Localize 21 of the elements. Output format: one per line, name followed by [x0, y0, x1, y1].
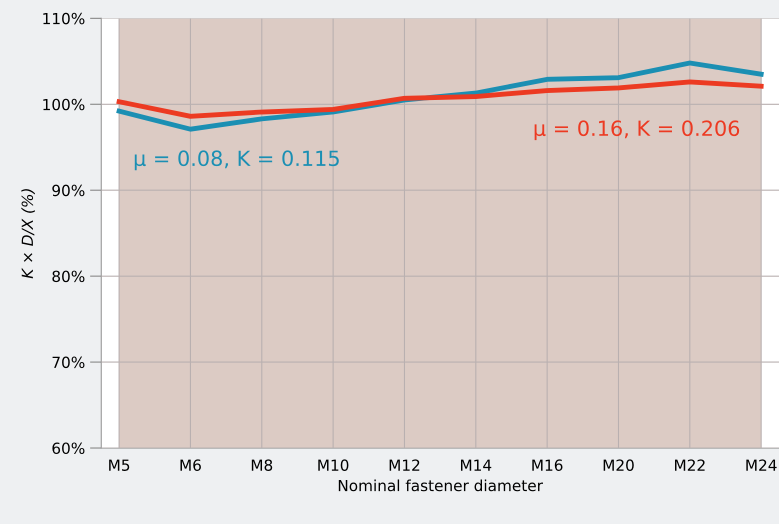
x-tick-label: M20 — [604, 459, 634, 471]
x-tick-label: M8 — [252, 459, 272, 471]
y-tick-label: 70% — [52, 356, 84, 368]
x-tick-label: M14 — [460, 460, 492, 471]
x-tick-label: M22 — [675, 459, 705, 471]
line-series — [116, 80, 764, 119]
y-tick-label: 90% — [52, 184, 84, 196]
annotation: μ = 0.08, K = 0.115 — [134, 150, 339, 170]
y-tick-label: 60% — [52, 442, 84, 454]
y-axis-title: K × D/X (%) — [21, 189, 35, 278]
x-tick-label: M24 — [746, 459, 777, 471]
annotation: μ = 0.16, K = 0.206 — [534, 120, 740, 140]
y-tick-label: 110% — [43, 12, 84, 24]
x-tick-label: M16 — [532, 459, 562, 471]
x-tick-label: M10 — [318, 459, 348, 471]
y-tick-label: 100% — [43, 98, 84, 110]
x-axis-title: Nominal fastener diameter — [338, 479, 543, 492]
x-tick-label: M5 — [109, 460, 130, 471]
x-tick-label: M12 — [390, 459, 420, 471]
y-tick-label: 80% — [52, 270, 84, 282]
x-tick-label: M6 — [180, 459, 201, 471]
